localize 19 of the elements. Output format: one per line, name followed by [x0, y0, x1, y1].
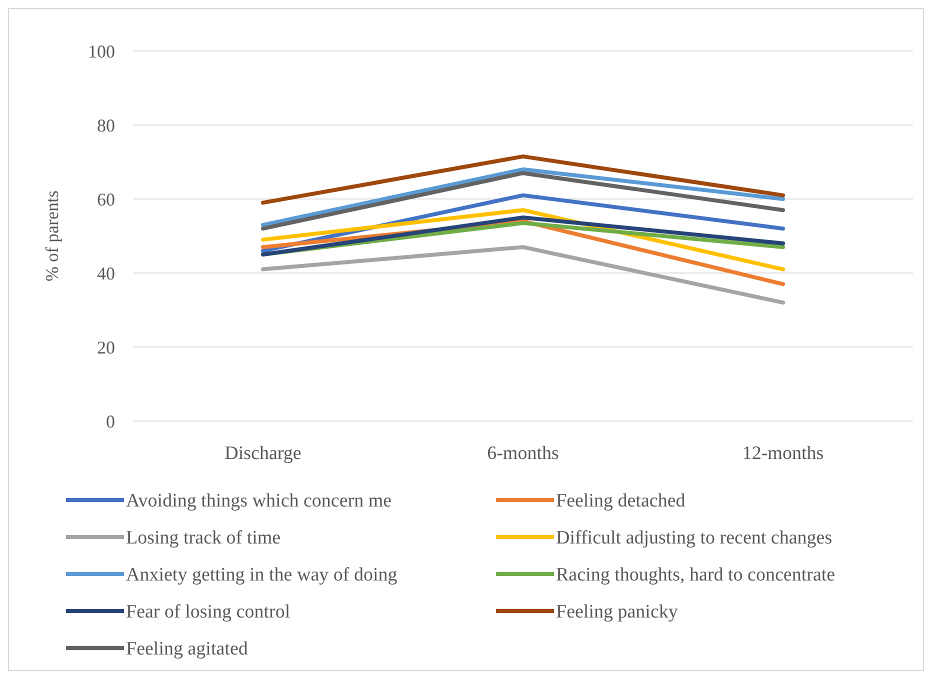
y-tick-label: 20: [97, 337, 115, 358]
y-tick-label: 0: [106, 411, 115, 432]
y-tick-label: 100: [88, 41, 115, 62]
legend-label: Losing track of time: [126, 528, 281, 549]
legend-label: Feeling agitated: [126, 638, 248, 660]
legend-label: Feeling detached: [556, 490, 686, 512]
x-tick-label: 6-months: [487, 443, 559, 464]
legend-label: Anxiety getting in the way of doing: [126, 564, 398, 586]
legend-label: Fear of losing control: [126, 602, 290, 623]
legend-label: Avoiding things which concern me: [126, 490, 392, 512]
y-axis-title: % of parents: [42, 190, 62, 282]
y-tick-label: 60: [97, 189, 115, 210]
y-tick-label: 80: [97, 115, 115, 136]
legend-label: Feeling panicky: [556, 602, 678, 623]
x-tick-label: 12-months: [742, 443, 824, 464]
y-tick-label: 40: [97, 263, 115, 284]
legend-label: Difficult adjusting to recent changes: [556, 528, 832, 549]
x-tick-label: Discharge: [224, 443, 302, 464]
legend-label: Racing thoughts, hard to concentrate: [556, 564, 836, 586]
